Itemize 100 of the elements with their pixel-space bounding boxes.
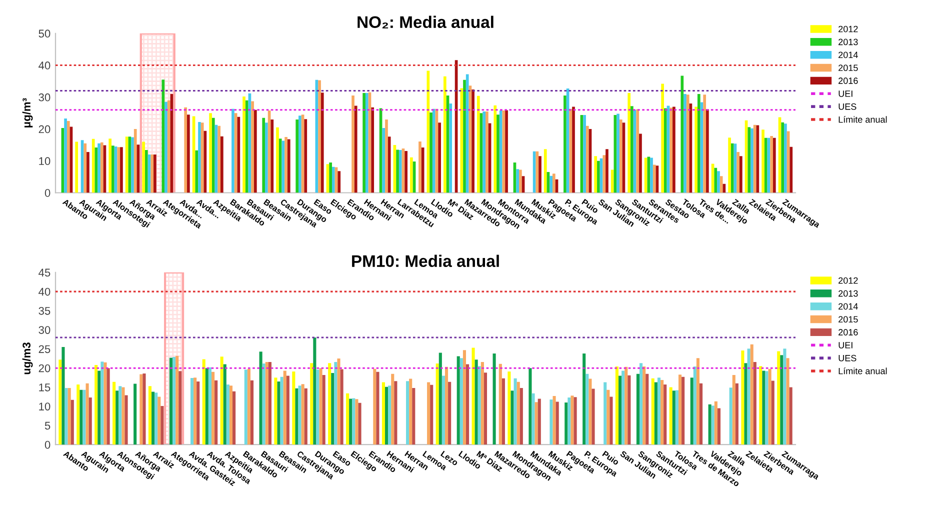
bar [729,388,732,445]
bar [208,367,212,445]
bar [519,170,522,193]
bar [98,143,100,193]
bar [385,386,388,445]
bar [669,387,672,445]
bar [690,378,694,445]
legend-label: 2012 [838,26,858,32]
bar [355,399,358,445]
bar [762,130,764,193]
bar [92,138,95,193]
bar [220,356,224,445]
bar [218,126,220,193]
bar [242,96,246,193]
bar [382,382,385,445]
bar [610,396,613,445]
bar [310,363,314,445]
bar [516,382,520,445]
bar [750,344,754,445]
bar [448,382,452,445]
bar [194,378,197,445]
bar [675,390,678,445]
bar [320,92,324,193]
bar [650,158,653,193]
bar [714,401,718,445]
bar [586,374,589,445]
bar [711,406,714,445]
bar [693,366,696,445]
bar [124,395,128,445]
bar [647,156,650,193]
bar [456,356,460,445]
bar [176,356,179,445]
bar [178,371,182,445]
bar [777,351,780,445]
bar [480,362,484,445]
bar [494,105,497,193]
bar [720,176,723,193]
bar [112,146,114,193]
legend-label: 2015 [838,316,858,323]
bar [287,139,290,193]
bar [771,380,774,445]
bar [640,363,643,445]
y-tick-label: 10 [39,157,50,166]
bar [538,156,542,193]
bar [404,151,408,193]
bar [64,118,67,193]
bar [747,348,750,445]
bar [148,386,152,445]
bar [654,382,658,445]
bar [167,100,170,193]
bar [664,108,667,193]
legend-label: UEI [838,90,852,97]
bar [298,386,302,445]
legend-label: UEI [838,342,852,348]
bar [265,362,268,445]
bar [82,390,86,445]
bar [200,122,204,193]
bar [284,136,288,193]
bar [106,368,110,445]
bar [313,337,316,445]
bar [661,84,664,193]
bar [62,347,65,445]
bar [202,359,206,445]
bar [112,382,116,445]
bar [759,366,762,445]
bar [536,151,539,193]
bar [664,384,667,445]
bar [510,390,514,445]
bar [741,350,744,445]
bar [277,381,280,445]
bar [538,398,541,445]
y-tick-label: 10 [39,402,50,410]
y-tick-label: 40 [38,62,50,70]
bar [544,149,547,193]
bar [396,150,399,193]
bar [332,166,335,193]
bar [184,107,188,193]
bar [714,168,718,193]
bar [484,372,488,445]
bar [460,88,464,193]
bar [195,150,198,193]
bar [472,348,475,445]
bar [104,362,107,445]
bar [376,372,380,445]
legend-label: 2012 [838,277,858,284]
bar [108,138,112,193]
bar [211,372,215,445]
bar [64,388,68,445]
bar [606,390,610,445]
bar [597,160,600,193]
bar [254,110,257,193]
y-tick-label: 20 [38,364,50,372]
bar [657,378,661,445]
bar [398,150,402,193]
bar [162,80,165,193]
bar [680,76,684,193]
bar [232,391,236,445]
bar [592,388,595,445]
bar [209,113,212,193]
bar [352,96,354,193]
